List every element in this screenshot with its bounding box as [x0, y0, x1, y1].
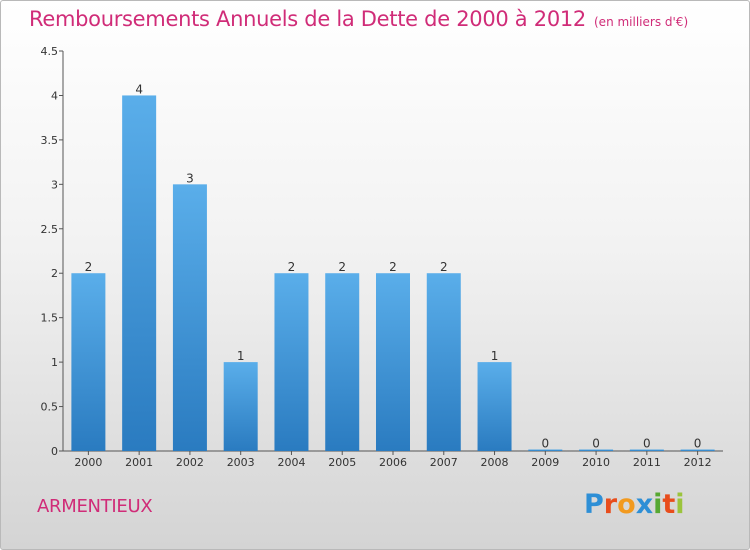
y-tick-label: 2.5	[41, 223, 59, 236]
y-tick-label: 3	[51, 178, 58, 191]
y-tick-label: 4	[51, 89, 58, 102]
bar-2003	[223, 362, 258, 451]
chart-title-text: Remboursements Annuels de la Dette de 20…	[29, 7, 586, 31]
y-tick-label: 4.5	[41, 45, 59, 58]
x-tick-label-2011: 2011	[633, 456, 661, 469]
commune-name: ARMENTIEUX	[37, 496, 153, 517]
data-label-2009: 0	[541, 437, 549, 451]
bar-2012	[680, 449, 715, 451]
bar-2000	[71, 273, 106, 451]
bar-2001	[122, 95, 157, 451]
logo-letter: i	[653, 489, 663, 520]
proxiti-logo: Proxiti	[584, 489, 685, 520]
data-label-2004: 2	[288, 260, 296, 274]
bar-2009	[528, 449, 563, 451]
y-tick-label: 3.5	[41, 134, 59, 147]
data-label-2003: 1	[237, 349, 245, 363]
data-label-2012: 0	[694, 437, 702, 451]
x-tick-label-2006: 2006	[379, 456, 407, 469]
x-tick-label-2012: 2012	[684, 456, 712, 469]
bar-2010	[579, 449, 614, 451]
x-tick-label-2008: 2008	[481, 456, 509, 469]
data-label-2010: 0	[592, 437, 600, 451]
x-tick-label-2007: 2007	[430, 456, 458, 469]
x-tick-label-2005: 2005	[328, 456, 356, 469]
logo-letter: x	[635, 489, 654, 520]
bar-2005	[325, 273, 360, 451]
x-tick-label-2001: 2001	[125, 456, 153, 469]
data-label-2007: 2	[440, 260, 448, 274]
logo-letter: r	[603, 489, 618, 520]
y-tick-label: 1	[51, 356, 58, 369]
data-label-2001: 4	[135, 82, 143, 96]
data-label-2006: 2	[389, 260, 397, 274]
chart-title: Remboursements Annuels de la Dette de 20…	[29, 7, 688, 31]
bar-2006	[376, 273, 410, 451]
data-label-2002: 3	[186, 171, 194, 185]
y-tick-label: 0.5	[41, 401, 59, 414]
logo-letter: P	[584, 489, 604, 520]
data-label-2008: 1	[491, 349, 499, 363]
x-tick-label-2003: 2003	[227, 456, 255, 469]
bar-2004	[274, 273, 309, 451]
logo-letter: i	[675, 489, 685, 520]
bar-2002	[172, 184, 207, 452]
data-label-2011: 0	[643, 437, 651, 451]
x-tick-label-2004: 2004	[277, 456, 305, 469]
x-tick-label-2002: 2002	[176, 456, 204, 469]
y-tick-label: 2	[51, 267, 58, 280]
chart-unit: (en milliers d'€)	[594, 15, 689, 29]
data-label-2005: 2	[338, 260, 346, 274]
bar-2011	[629, 449, 664, 451]
bar-2007	[426, 273, 461, 451]
y-tick-label: 0	[51, 445, 58, 458]
data-label-2000: 2	[85, 260, 93, 274]
y-tick-label: 1.5	[41, 312, 59, 325]
logo-letter: o	[617, 489, 636, 520]
x-tick-label-2009: 2009	[531, 456, 559, 469]
logo-letter: t	[662, 489, 676, 520]
x-tick-label-2010: 2010	[582, 456, 610, 469]
x-tick-label-2000: 2000	[74, 456, 102, 469]
bar-2008	[477, 362, 512, 451]
